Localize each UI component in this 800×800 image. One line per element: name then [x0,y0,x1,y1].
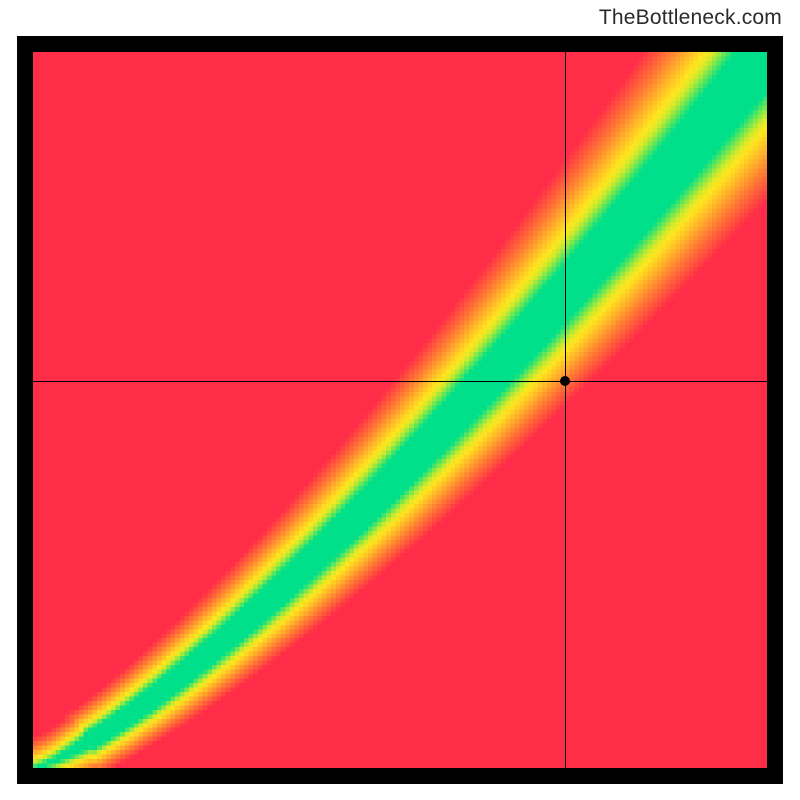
crosshair-marker [560,376,570,386]
crosshair-horizontal [33,381,767,382]
plot-frame [17,36,783,784]
crosshair-vertical [565,52,566,768]
watermark-text: TheBottleneck.com [599,6,782,30]
plot-area [33,52,767,768]
heatmap-canvas [33,52,767,768]
